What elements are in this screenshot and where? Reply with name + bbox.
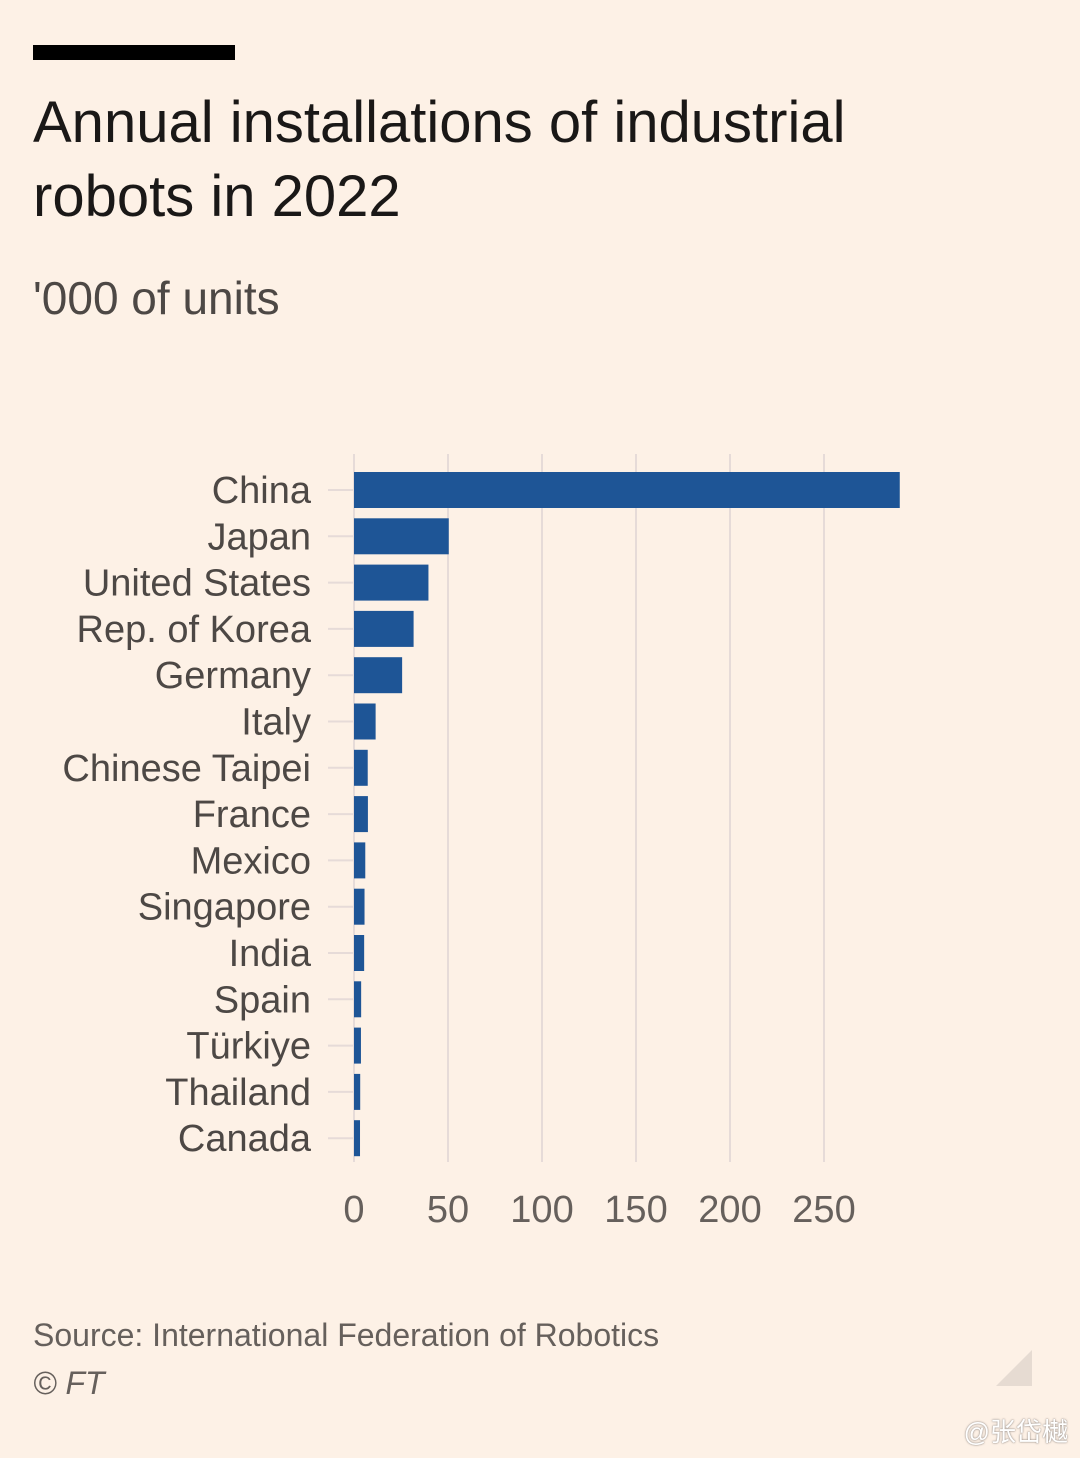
bar-rep-of-korea [354, 610, 414, 647]
x-tick-label: 250 [792, 1189, 855, 1231]
bar-singapore [354, 888, 365, 925]
x-axis-tick-labels: 0 50 100 150 200 250 [343, 1189, 855, 1231]
category-label: Mexico [191, 840, 311, 882]
bar-t-rkiye [354, 1027, 361, 1064]
bar-canada [354, 1120, 361, 1157]
bar-spain [354, 981, 362, 1018]
x-tick-label: 200 [698, 1189, 761, 1231]
bar-germany [354, 657, 403, 694]
source-note: Source: International Federation of Robo… [33, 1317, 660, 1353]
watermark: @张岱樾 [963, 1417, 1068, 1447]
bar-united-states [354, 564, 429, 601]
category-label: Canada [178, 1118, 312, 1160]
bar-thailand [354, 1073, 361, 1110]
bar-japan [354, 518, 449, 555]
category-label: United States [83, 563, 311, 605]
x-tick-label: 0 [343, 1189, 364, 1231]
category-label: Singapore [138, 887, 311, 929]
y-axis-ticks [328, 489, 354, 1140]
category-label: Türkiye [186, 1026, 311, 1068]
category-label: China [212, 470, 312, 512]
category-label: Germany [155, 655, 311, 697]
x-tick-label: 150 [604, 1189, 667, 1231]
category-label: Rep. of Korea [77, 609, 312, 651]
bar-chinese-taipei [354, 749, 368, 786]
bar-china [354, 472, 900, 508]
copyright-credit: © FT [33, 1365, 105, 1401]
category-label: Italy [241, 702, 311, 744]
header-rule [33, 45, 235, 60]
resize-corner-icon [996, 1350, 1032, 1386]
chart-title: Annual installations of industrial robot… [33, 90, 846, 229]
category-label: Thailand [165, 1072, 311, 1114]
category-label: Japan [207, 516, 311, 558]
bar-france [354, 796, 368, 833]
x-tick-label: 100 [510, 1189, 573, 1231]
bar-india [354, 935, 365, 971]
x-tick-label: 50 [427, 1189, 469, 1231]
bars [354, 472, 900, 1157]
category-label: France [193, 794, 311, 836]
bar-italy [354, 703, 376, 740]
category-label: Spain [214, 979, 311, 1021]
category-label: India [229, 933, 312, 975]
chart-subtitle: '000 of units [33, 272, 280, 324]
bar-mexico [354, 842, 366, 879]
gridlines [353, 454, 825, 1162]
category-label: Chinese Taipei [62, 748, 311, 790]
